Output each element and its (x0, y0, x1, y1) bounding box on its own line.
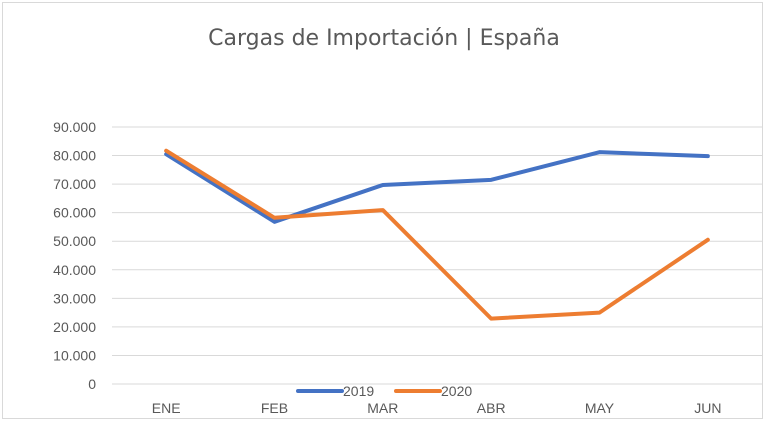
y-tick-label: 0 (88, 376, 96, 392)
y-tick-label: 30.000 (53, 290, 96, 306)
series-line-2019 (164, 150, 710, 224)
y-axis-ticks: 0 10.000 20.000 30.000 40.000 50.000 60.000 70.… (53, 119, 96, 392)
legend-label-2020: 2020 (441, 383, 472, 399)
y-tick-label: 20.000 (53, 319, 96, 335)
x-tick-label: ENE (152, 400, 181, 416)
legend-label-2019: 2019 (343, 383, 374, 399)
x-tick-label: ABR (477, 400, 506, 416)
series-line-2020 (164, 148, 710, 321)
x-tick-label: MAR (367, 400, 398, 416)
y-tick-label: 80.000 (53, 148, 96, 164)
y-tick-label: 50.000 (53, 233, 96, 249)
legend: 2019 2020 (296, 383, 472, 399)
series-lines (164, 148, 710, 321)
y-tick-label: 70.000 (53, 176, 96, 192)
y-tick-label: 60.000 (53, 205, 96, 221)
y-tick-label: 90.000 (53, 119, 96, 135)
y-tick-label: 40.000 (53, 262, 96, 278)
x-tick-label: MAY (585, 400, 615, 416)
grid-lines (112, 126, 762, 385)
x-tick-label: JUN (694, 400, 721, 416)
chart-title: Cargas de Importación | España (208, 26, 560, 51)
y-tick-label: 10.000 (53, 347, 96, 363)
x-tick-label: FEB (261, 400, 288, 416)
x-axis-ticks: ENE FEB MAR ABR MAY JUN (152, 400, 722, 416)
